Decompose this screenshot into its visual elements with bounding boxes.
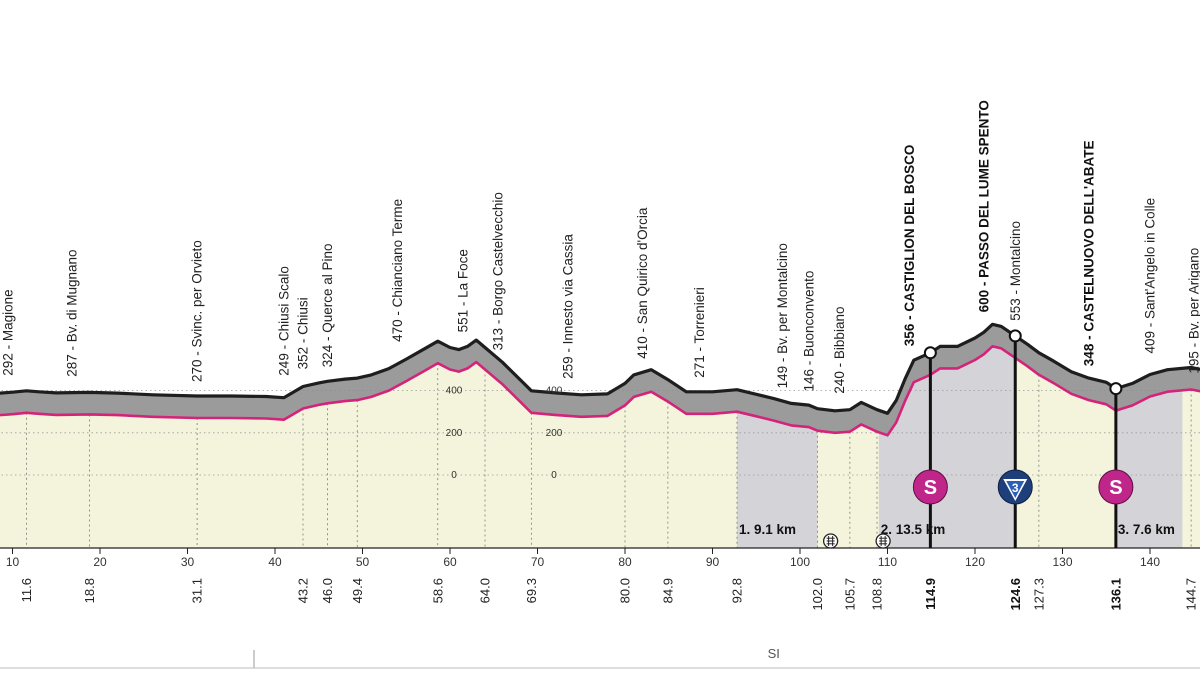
sprint-badge-icon — [912, 469, 948, 505]
km-mark-label: 127.3 — [1031, 578, 1046, 611]
distance-tick-label: 10 — [6, 555, 20, 569]
kom-category-symbol: 3 — [1012, 481, 1019, 495]
km-mark-label: 105.7 — [842, 578, 857, 611]
altitude-tick-label: 0 — [451, 470, 457, 481]
km-mark-label: 102.0 — [810, 578, 825, 611]
distance-tick-label: 40 — [268, 555, 282, 569]
km-mark-label: 43.2 — [296, 578, 311, 603]
km-mark-label: 92.8 — [730, 578, 745, 603]
waypoint-label: 287 - Bv. di Mugnano — [65, 249, 80, 376]
altitude-tick-label: 0 — [551, 470, 557, 481]
marker-top-dot — [1008, 329, 1022, 343]
gravel-sector-fill — [1115, 390, 1183, 548]
sprint-badge-symbol: S — [924, 477, 937, 499]
waypoint-label: 553 - Montalcino — [1008, 221, 1023, 321]
paved-area-fill — [0, 346, 1200, 548]
waypoint-label: 195 - Bv. per Arigano — [1186, 248, 1200, 374]
altitude-tick-label: 200 — [546, 428, 563, 439]
waypoint-label: 356 - CASTIGLION DEL BOSCO — [902, 145, 917, 347]
ridge-line — [0, 322, 1200, 415]
waypoint-label: 249 - Chiusi Scalo — [276, 266, 291, 376]
gravel-sector-label: 3. 7.6 km — [1118, 522, 1175, 537]
distance-tick-label: 110 — [878, 555, 897, 569]
km-mark-label: 58.6 — [430, 578, 445, 603]
distance-tick-label: 60 — [443, 555, 457, 569]
waypoint-label: 410 - San Quirico d'Orcia — [635, 207, 650, 359]
gravel-sector-label: 2. 13.5 km — [881, 522, 946, 537]
km-mark-label: 11.6 — [19, 578, 34, 602]
kom-triangle-inner — [1006, 481, 1025, 498]
altitude-tick-label: 200 — [446, 428, 463, 439]
distance-tick-label: 100 — [790, 555, 810, 569]
road-profile-line — [0, 344, 1200, 437]
altitude-tick-label: 400 — [546, 386, 563, 397]
distance-tick-label: 20 — [93, 555, 107, 569]
waypoint-label: 292 - Magione — [1, 289, 16, 375]
marker-top-dot — [1109, 382, 1123, 396]
km-mark-label: 64.0 — [478, 578, 493, 603]
waypoint-label: 259 - Innesto via Cassia — [561, 234, 576, 379]
distance-tick-label: 140 — [1140, 555, 1160, 569]
waypoint-label: 600 - PASSO DEL LUME SPENTO — [976, 100, 991, 312]
waypoint-label: 470 - Chianciano Terme — [390, 199, 405, 342]
distance-tick-label: 120 — [965, 555, 985, 569]
sprint-badge-icon — [1098, 469, 1134, 505]
waypoint-label: 551 - La Foce — [456, 249, 471, 332]
km-mark-label: 144.7 — [1184, 578, 1199, 611]
marker-top-dot — [923, 346, 937, 360]
km-mark-label: 108.8 — [870, 578, 885, 611]
km-mark-label: 49.4 — [350, 578, 365, 603]
km-mark-label: 114.9 — [923, 578, 938, 610]
waypoint-label: 324 - Querce al Pino — [320, 243, 335, 367]
waypoint-label: 146 - Buonconvento — [801, 271, 816, 392]
km-mark-label: 46.0 — [320, 578, 335, 603]
km-mark-label: 31.1 — [190, 578, 205, 603]
terrain-band — [0, 324, 1200, 436]
km-mark-label: 69.3 — [524, 578, 539, 603]
waypoint-label: 352 - Chiusi — [296, 297, 311, 369]
distance-tick-label: 30 — [181, 555, 195, 569]
distance-tick-label: 70 — [531, 555, 545, 569]
waypoint-label: 240 - Bibbiano — [832, 307, 847, 394]
km-mark-label: 84.9 — [660, 578, 675, 603]
km-mark-label: 124.6 — [1008, 578, 1023, 611]
distance-tick-label: 90 — [706, 555, 720, 569]
km-mark-label: 80.0 — [618, 578, 633, 603]
waypoint-label: 271 - Torrenieri — [692, 287, 707, 378]
km-mark-label: 18.8 — [82, 578, 97, 603]
waypoint-label: 409 - Sant'Angelo in Colle — [1143, 198, 1158, 354]
distance-tick-label: 50 — [356, 555, 370, 569]
distance-tick-label: 80 — [618, 555, 632, 569]
sprint-badge-symbol: S — [1109, 477, 1122, 499]
waypoint-label: 348 - CASTELNUOVO DELL'ABATE — [1081, 140, 1096, 366]
waypoint-label: 149 - Bv. per Montalcino — [775, 243, 790, 388]
waypoint-label: 270 - Svinc. per Orvieto — [190, 240, 205, 382]
gravel-sector-fill — [737, 411, 818, 548]
province-label: SI — [768, 646, 780, 661]
gravel-sector-label: 1. 9.1 km — [739, 522, 796, 537]
altitude-tick-label: 400 — [446, 386, 463, 397]
gravel-sector-fill — [878, 346, 1016, 548]
distance-tick-label: 130 — [1052, 555, 1072, 569]
waypoint-label: 313 - Borgo Castelvecchio — [491, 192, 506, 350]
km-mark-label: 136.1 — [1108, 578, 1123, 611]
